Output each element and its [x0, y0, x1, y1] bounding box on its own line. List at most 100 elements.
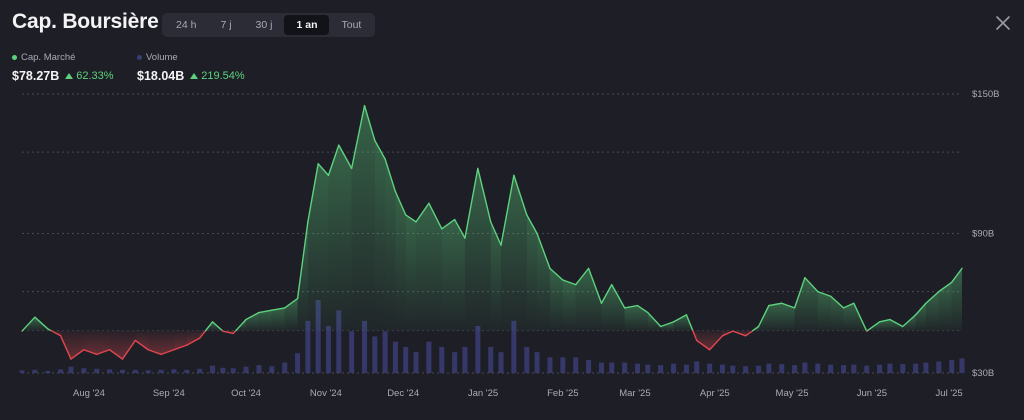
volume-bar [413, 352, 419, 373]
price-line-segment [147, 349, 162, 356]
price-line-segment [902, 314, 917, 328]
price-line-segment [636, 304, 649, 314]
legend-volume: Volume [137, 52, 178, 63]
price-line-segment [453, 218, 466, 239]
volume-bar [560, 357, 566, 373]
tab-all[interactable]: Tout [341, 19, 362, 31]
volume-bar [439, 346, 445, 373]
price-line-segment [477, 167, 492, 223]
area-segment [768, 303, 782, 331]
price-line-segment [672, 314, 688, 323]
area-segment [537, 233, 550, 331]
y-tick-label: $90B [972, 229, 994, 240]
market-cap-dot-icon [12, 55, 17, 60]
price-line-segment [198, 329, 207, 339]
price-line-segment [121, 339, 137, 360]
volume-bar [694, 361, 700, 373]
price-line-segment [853, 302, 868, 332]
price-line-segment [70, 349, 85, 360]
volume-bar [766, 363, 772, 373]
volume-bar [658, 365, 664, 373]
close-icon[interactable] [994, 14, 1012, 32]
area-segment [385, 159, 396, 331]
legend-volume-label: Volume [146, 52, 178, 63]
price-line-segment [296, 221, 309, 300]
volume-bar [586, 359, 592, 373]
volume-bar [707, 363, 713, 373]
time-range-tabs: 24 h 7 j 30 j 1 an Tout [162, 13, 376, 37]
volume-bar [609, 362, 615, 373]
price-line-segment [513, 174, 528, 216]
volume-bar [119, 369, 125, 373]
price-line-segment [283, 297, 299, 309]
price-line-segment [34, 316, 49, 330]
volume-bar [936, 361, 942, 373]
volume-bar [171, 369, 177, 373]
area-segment [501, 175, 514, 331]
volume-bar [107, 369, 113, 373]
price-line-segment [536, 232, 551, 270]
price-line-segment [768, 302, 783, 307]
area-segment [575, 268, 589, 331]
area-segment [135, 330, 149, 350]
volume-bar [547, 357, 553, 373]
market-cap-value: $78.27B [12, 69, 60, 83]
legend-market-cap: Cap. Marché [12, 52, 75, 63]
area-segment [284, 298, 298, 331]
area-segment [454, 219, 465, 331]
price-line-segment [692, 329, 698, 342]
volume-bar [683, 364, 689, 373]
price-line-segment [363, 104, 376, 142]
price-line-segment [490, 221, 502, 246]
market-cap-change: 62.33% [65, 70, 114, 82]
volume-bar [802, 362, 808, 373]
volume-bar [282, 362, 288, 373]
area-segment [637, 305, 648, 331]
price-line-segment [338, 144, 353, 170]
area-segment [925, 291, 939, 331]
volume-bar [362, 320, 368, 373]
volume-bar [392, 341, 398, 373]
price-line-segment [878, 318, 891, 323]
area-segment [416, 203, 429, 331]
volume-bar [635, 363, 641, 373]
area-segment [161, 330, 174, 355]
area-segment [611, 284, 625, 331]
price-line-segment [829, 295, 845, 309]
price-line-segment [925, 290, 940, 304]
price-line-segment [405, 214, 417, 223]
price-line-segment [611, 283, 626, 309]
price-line-segment [804, 276, 819, 293]
tab-24h[interactable]: 24 h [176, 19, 197, 31]
area-segment [297, 221, 308, 331]
area-segment [709, 330, 723, 350]
volume-bar [269, 366, 275, 373]
area-segment [817, 291, 831, 331]
tab-7d[interactable]: 7 j [220, 19, 232, 31]
price-line-segment [914, 302, 927, 316]
tab-30d[interactable]: 30 j [255, 19, 273, 31]
volume-bar [645, 364, 651, 373]
area-segment [351, 105, 365, 331]
volume-bar [851, 364, 857, 373]
price-line-segment [562, 279, 577, 286]
volume-bar [68, 366, 74, 373]
tab-1y[interactable]: 1 an [284, 15, 330, 35]
price-line-segment [889, 318, 904, 328]
market-cap-change-value: 62.33% [76, 70, 114, 82]
up-triangle-icon [65, 73, 74, 79]
area-segment [513, 175, 527, 331]
price-line-segment [685, 314, 694, 332]
price-line-segment [549, 267, 564, 281]
volume-bar [841, 365, 847, 373]
volume-bar [426, 341, 432, 373]
volume-bar [372, 336, 378, 373]
area-segment [122, 330, 136, 360]
price-line-segment [317, 163, 330, 177]
price-line-segment [623, 304, 639, 309]
area-segment [879, 319, 890, 331]
y-tick-label: $30B [972, 368, 994, 379]
volume-bar [145, 370, 151, 373]
volume-bar [828, 364, 834, 373]
area-segment [364, 105, 375, 331]
